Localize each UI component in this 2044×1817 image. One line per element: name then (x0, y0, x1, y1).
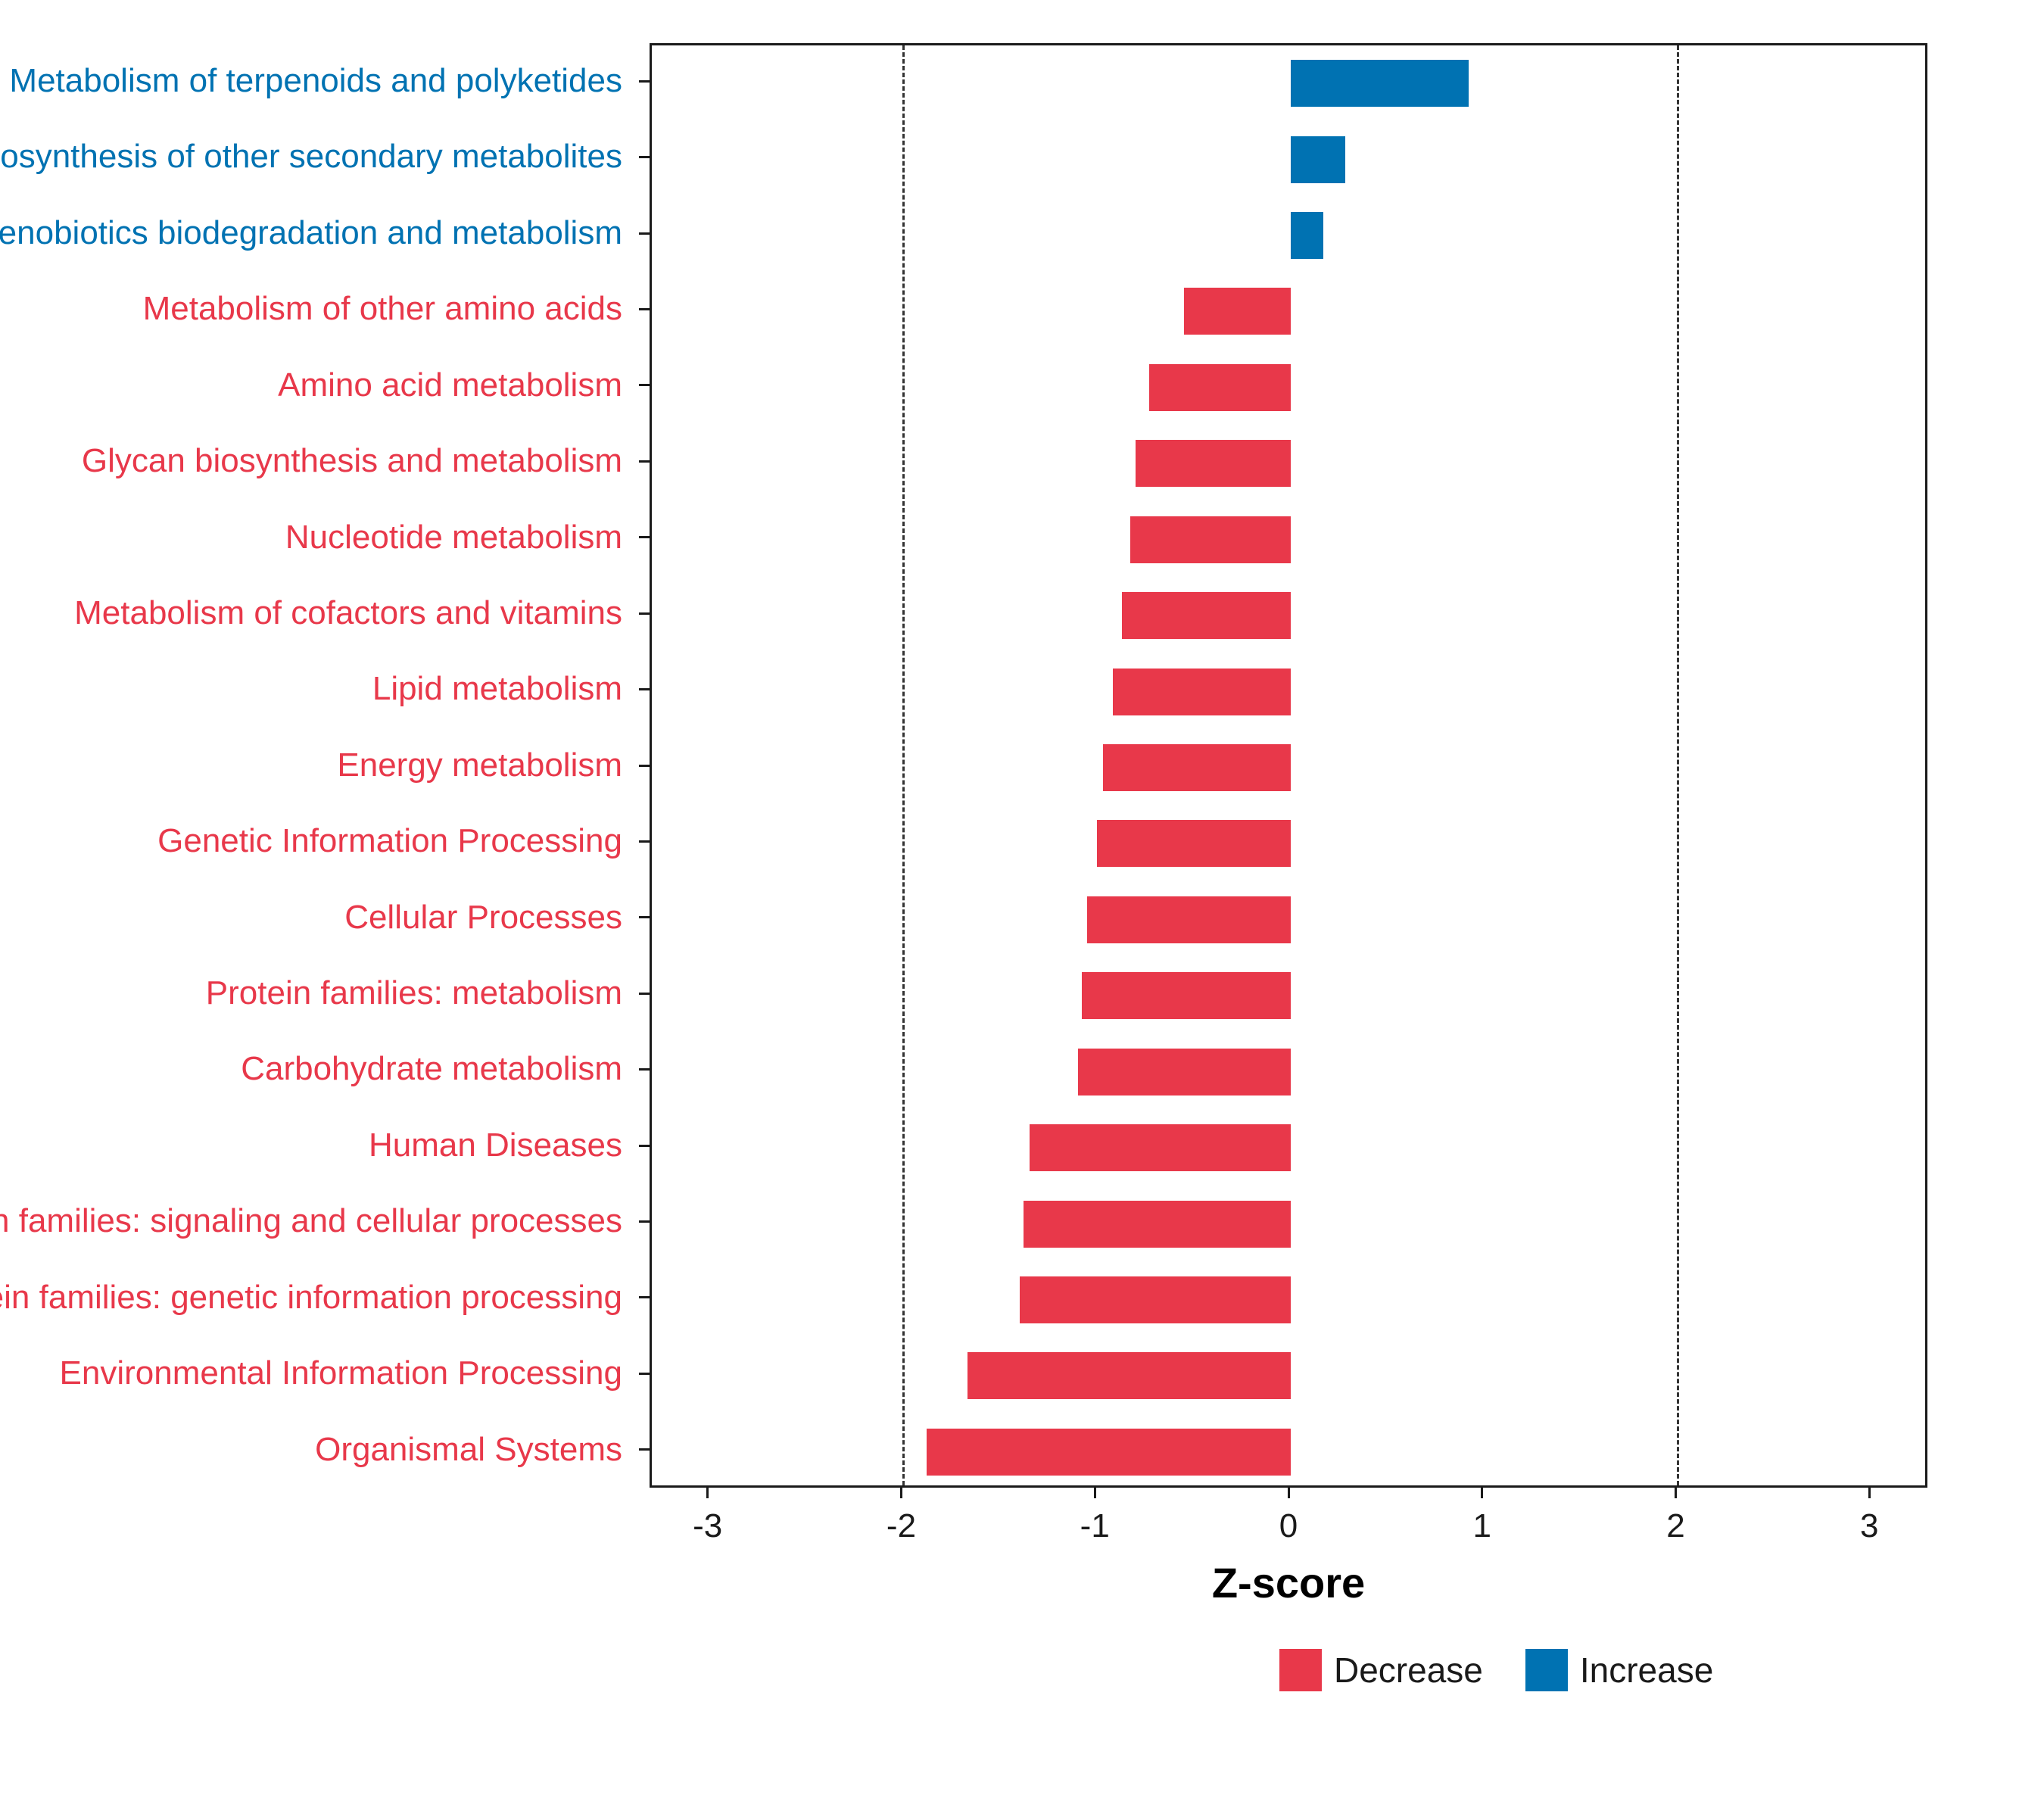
x-tick-mark (1093, 1488, 1096, 1498)
y-tick-mark (639, 840, 650, 843)
category-label: Environmental Information Processing (59, 1354, 622, 1392)
category-label: Protein families: genetic information pr… (0, 1278, 622, 1316)
bar-decrease (1097, 820, 1291, 868)
bar-decrease (1029, 1124, 1291, 1172)
y-tick-mark (639, 536, 650, 539)
bar-decrease (1019, 1276, 1291, 1323)
y-tick-mark (639, 384, 650, 387)
legend-entry-increase: Increase (1525, 1649, 1713, 1691)
y-tick-mark (639, 232, 650, 235)
bar-decrease (1184, 288, 1291, 335)
legend-entry-decrease: Decrease (1279, 1649, 1483, 1691)
category-label: Carbohydrate metabolism (241, 1050, 622, 1088)
category-label: Protein families: signaling and cellular… (0, 1202, 622, 1240)
reference-line-z2 (1677, 45, 1679, 1485)
y-tick-mark (639, 79, 650, 83)
x-tick-mark (899, 1488, 902, 1498)
category-label: Nucleotide metabolism (285, 518, 622, 556)
category-label: Glycan biosynthesis and metabolism (81, 442, 622, 480)
bar-decrease (1077, 1048, 1291, 1095)
y-tick-mark (639, 460, 650, 463)
bar-decrease (1024, 1200, 1291, 1248)
bar-decrease (1087, 896, 1291, 943)
x-tick-mark (706, 1488, 709, 1498)
bar-decrease (1081, 972, 1291, 1020)
y-tick-mark (639, 1296, 650, 1299)
legend-swatch-decrease (1279, 1649, 1322, 1691)
bar-decrease (927, 1428, 1291, 1476)
bar-decrease (1149, 363, 1291, 411)
legend: Decrease Increase (1279, 1649, 1713, 1691)
x-tick-mark (1481, 1488, 1484, 1498)
y-tick-mark (639, 1448, 650, 1451)
category-label: Cellular Processes (344, 898, 622, 936)
x-tick-label: 2 (1666, 1507, 1685, 1544)
x-tick-label: 3 (1860, 1507, 1879, 1544)
bar-decrease (1129, 516, 1291, 563)
y-tick-mark (639, 1068, 650, 1071)
legend-label: Increase (1579, 1650, 1714, 1690)
category-label: Biosynthesis of other secondary metaboli… (0, 138, 622, 176)
x-tick-label: -1 (1080, 1507, 1110, 1544)
y-tick-mark (639, 307, 650, 310)
category-label: Organismal Systems (315, 1430, 622, 1468)
y-tick-mark (639, 764, 650, 767)
category-label: Metabolism of cofactors and vitamins (74, 594, 622, 631)
y-tick-mark (639, 1372, 650, 1375)
bar-decrease (967, 1352, 1291, 1400)
x-tick-label: -3 (693, 1507, 723, 1544)
bar-decrease (1102, 744, 1291, 791)
x-tick-label: -2 (886, 1507, 917, 1544)
bar-decrease (1136, 440, 1291, 488)
plot-panel (650, 43, 1927, 1488)
legend-label: Decrease (1334, 1650, 1483, 1690)
category-label: Energy metabolism (337, 746, 622, 784)
x-tick-mark (1868, 1488, 1871, 1498)
category-label: Xenobiotics biodegradation and metabolis… (0, 213, 622, 251)
reference-line-z-2 (902, 45, 905, 1485)
bar-increase (1291, 212, 1324, 260)
y-tick-mark (639, 992, 650, 995)
bar-increase (1291, 60, 1469, 108)
bar-decrease (1112, 668, 1291, 715)
y-tick-mark (639, 916, 650, 919)
category-label: Metabolism of other amino acids (142, 290, 622, 328)
bar-decrease (1122, 592, 1291, 640)
category-label: Amino acid metabolism (278, 366, 622, 404)
category-label: Human Diseases (368, 1126, 622, 1164)
y-tick-mark (639, 688, 650, 691)
category-label: Lipid metabolism (372, 670, 622, 708)
x-tick-label: 1 (1472, 1507, 1491, 1544)
y-axis-labels: Metabolism of terpenoids and polyketides… (0, 43, 630, 1488)
category-label: Protein families: metabolism (205, 974, 622, 1012)
x-tick-mark (1675, 1488, 1677, 1498)
y-tick-mark (639, 1144, 650, 1147)
y-tick-mark (639, 156, 650, 159)
x-axis-title: Z-score (1211, 1559, 1366, 1607)
y-tick-mark (639, 1220, 650, 1223)
x-tick-label: 0 (1279, 1507, 1298, 1544)
x-tick-mark (1287, 1488, 1290, 1498)
bar-increase (1291, 136, 1345, 183)
category-label: Genetic Information Processing (157, 822, 622, 860)
legend-swatch-increase (1525, 1649, 1568, 1691)
y-tick-mark (639, 612, 650, 615)
category-label: Metabolism of terpenoids and polyketides (9, 62, 622, 99)
